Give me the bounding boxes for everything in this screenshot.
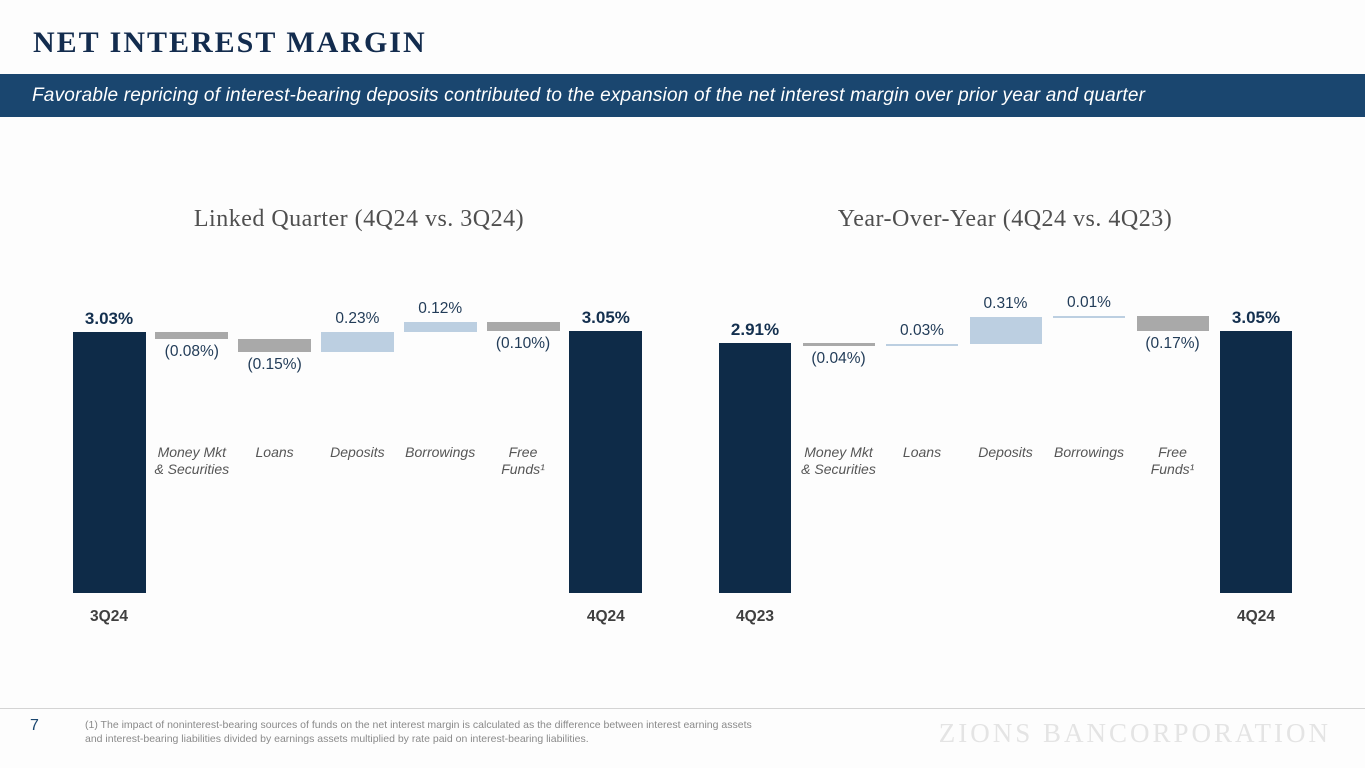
category-label-free-funds: Free Funds¹ <box>501 444 545 477</box>
waterfall-bar-borrowings <box>1053 316 1125 319</box>
value-label-loans: (0.15%) <box>247 356 302 374</box>
waterfall-bar-4q23 <box>719 342 791 593</box>
axis-label-4q24: 4Q24 <box>586 608 625 625</box>
value-label-4q23: 2.91% <box>730 319 780 339</box>
category-label-loans: Loans <box>255 444 294 460</box>
footnote-line-2: and interest-bearing liabilities divided… <box>85 733 589 745</box>
chart-title-year-over-year: Year-Over-Year (4Q24 vs. 4Q23) <box>837 206 1173 232</box>
value-label-money-mkt-securities: (0.04%) <box>811 350 866 368</box>
page-number: 7 <box>30 717 39 734</box>
waterfall-bar-money-mkt-securities <box>155 332 229 340</box>
page-title: NET INTEREST MARGIN <box>33 26 427 59</box>
category-label-loans: Loans <box>902 444 942 460</box>
category-label-money-mkt-securities: Money Mkt & Securities <box>801 444 876 477</box>
waterfall-bar-borrowings <box>403 322 477 333</box>
value-label-deposits: 0.31% <box>983 294 1028 312</box>
waterfall-bar-loans <box>238 339 312 353</box>
waterfall-bar-free-funds <box>1136 316 1209 331</box>
category-label-borrowings: Borrowings <box>1053 444 1125 460</box>
axis-label-4q24: 4Q24 <box>1237 608 1275 625</box>
value-label-4q24: 3.05% <box>1231 307 1281 327</box>
category-label-free-funds: Free Funds¹ <box>1150 444 1195 477</box>
value-label-borrowings: 0.01% <box>1067 294 1111 312</box>
subtitle-text: Favorable repricing of interest-bearing … <box>32 84 1146 106</box>
value-label-borrowings: 0.12% <box>418 300 463 318</box>
value-label-deposits: 0.23% <box>335 310 380 328</box>
value-label-loans: 0.03% <box>900 321 944 339</box>
waterfall-bar-free-funds <box>486 322 560 331</box>
waterfall-bar-3q24 <box>72 332 146 593</box>
waterfall-bar-4q24 <box>569 330 643 593</box>
footnote: (1) The impact of noninterest-bearing so… <box>85 718 845 746</box>
category-label-deposits: Deposits <box>978 444 1033 460</box>
value-label-free-funds: (0.10%) <box>495 334 551 352</box>
category-label-deposits: Deposits <box>330 444 385 460</box>
category-label-money-mkt-securities: Money Mkt & Securities <box>154 444 230 477</box>
waterfall-bar-deposits <box>969 316 1042 344</box>
axis-label-3q24: 3Q24 <box>90 608 128 625</box>
company-logo: ZIONS BANCORPORATION <box>938 718 1331 748</box>
axis-label-4q23: 4Q23 <box>736 608 774 625</box>
value-label-money-mkt-securities: (0.08%) <box>164 343 219 361</box>
waterfall-bar-loans <box>886 343 958 347</box>
value-label-free-funds: (0.17%) <box>1145 334 1200 352</box>
chart-title-linked-quarter: Linked Quarter (4Q24 vs. 3Q24) <box>193 206 525 232</box>
waterfall-bar-deposits <box>320 332 394 353</box>
waterfall-bar-4q24 <box>1220 330 1292 593</box>
subtitle-ribbon: Favorable repricing of interest-bearing … <box>0 74 1365 117</box>
value-label-4q24: 3.05% <box>581 307 630 327</box>
footer-divider <box>0 708 1365 709</box>
footnote-line-1: (1) The impact of noninterest-bearing so… <box>85 719 752 731</box>
category-label-borrowings: Borrowings <box>405 444 476 460</box>
waterfall-bar-money-mkt-securities <box>802 342 875 347</box>
value-label-3q24: 3.03% <box>84 309 134 329</box>
